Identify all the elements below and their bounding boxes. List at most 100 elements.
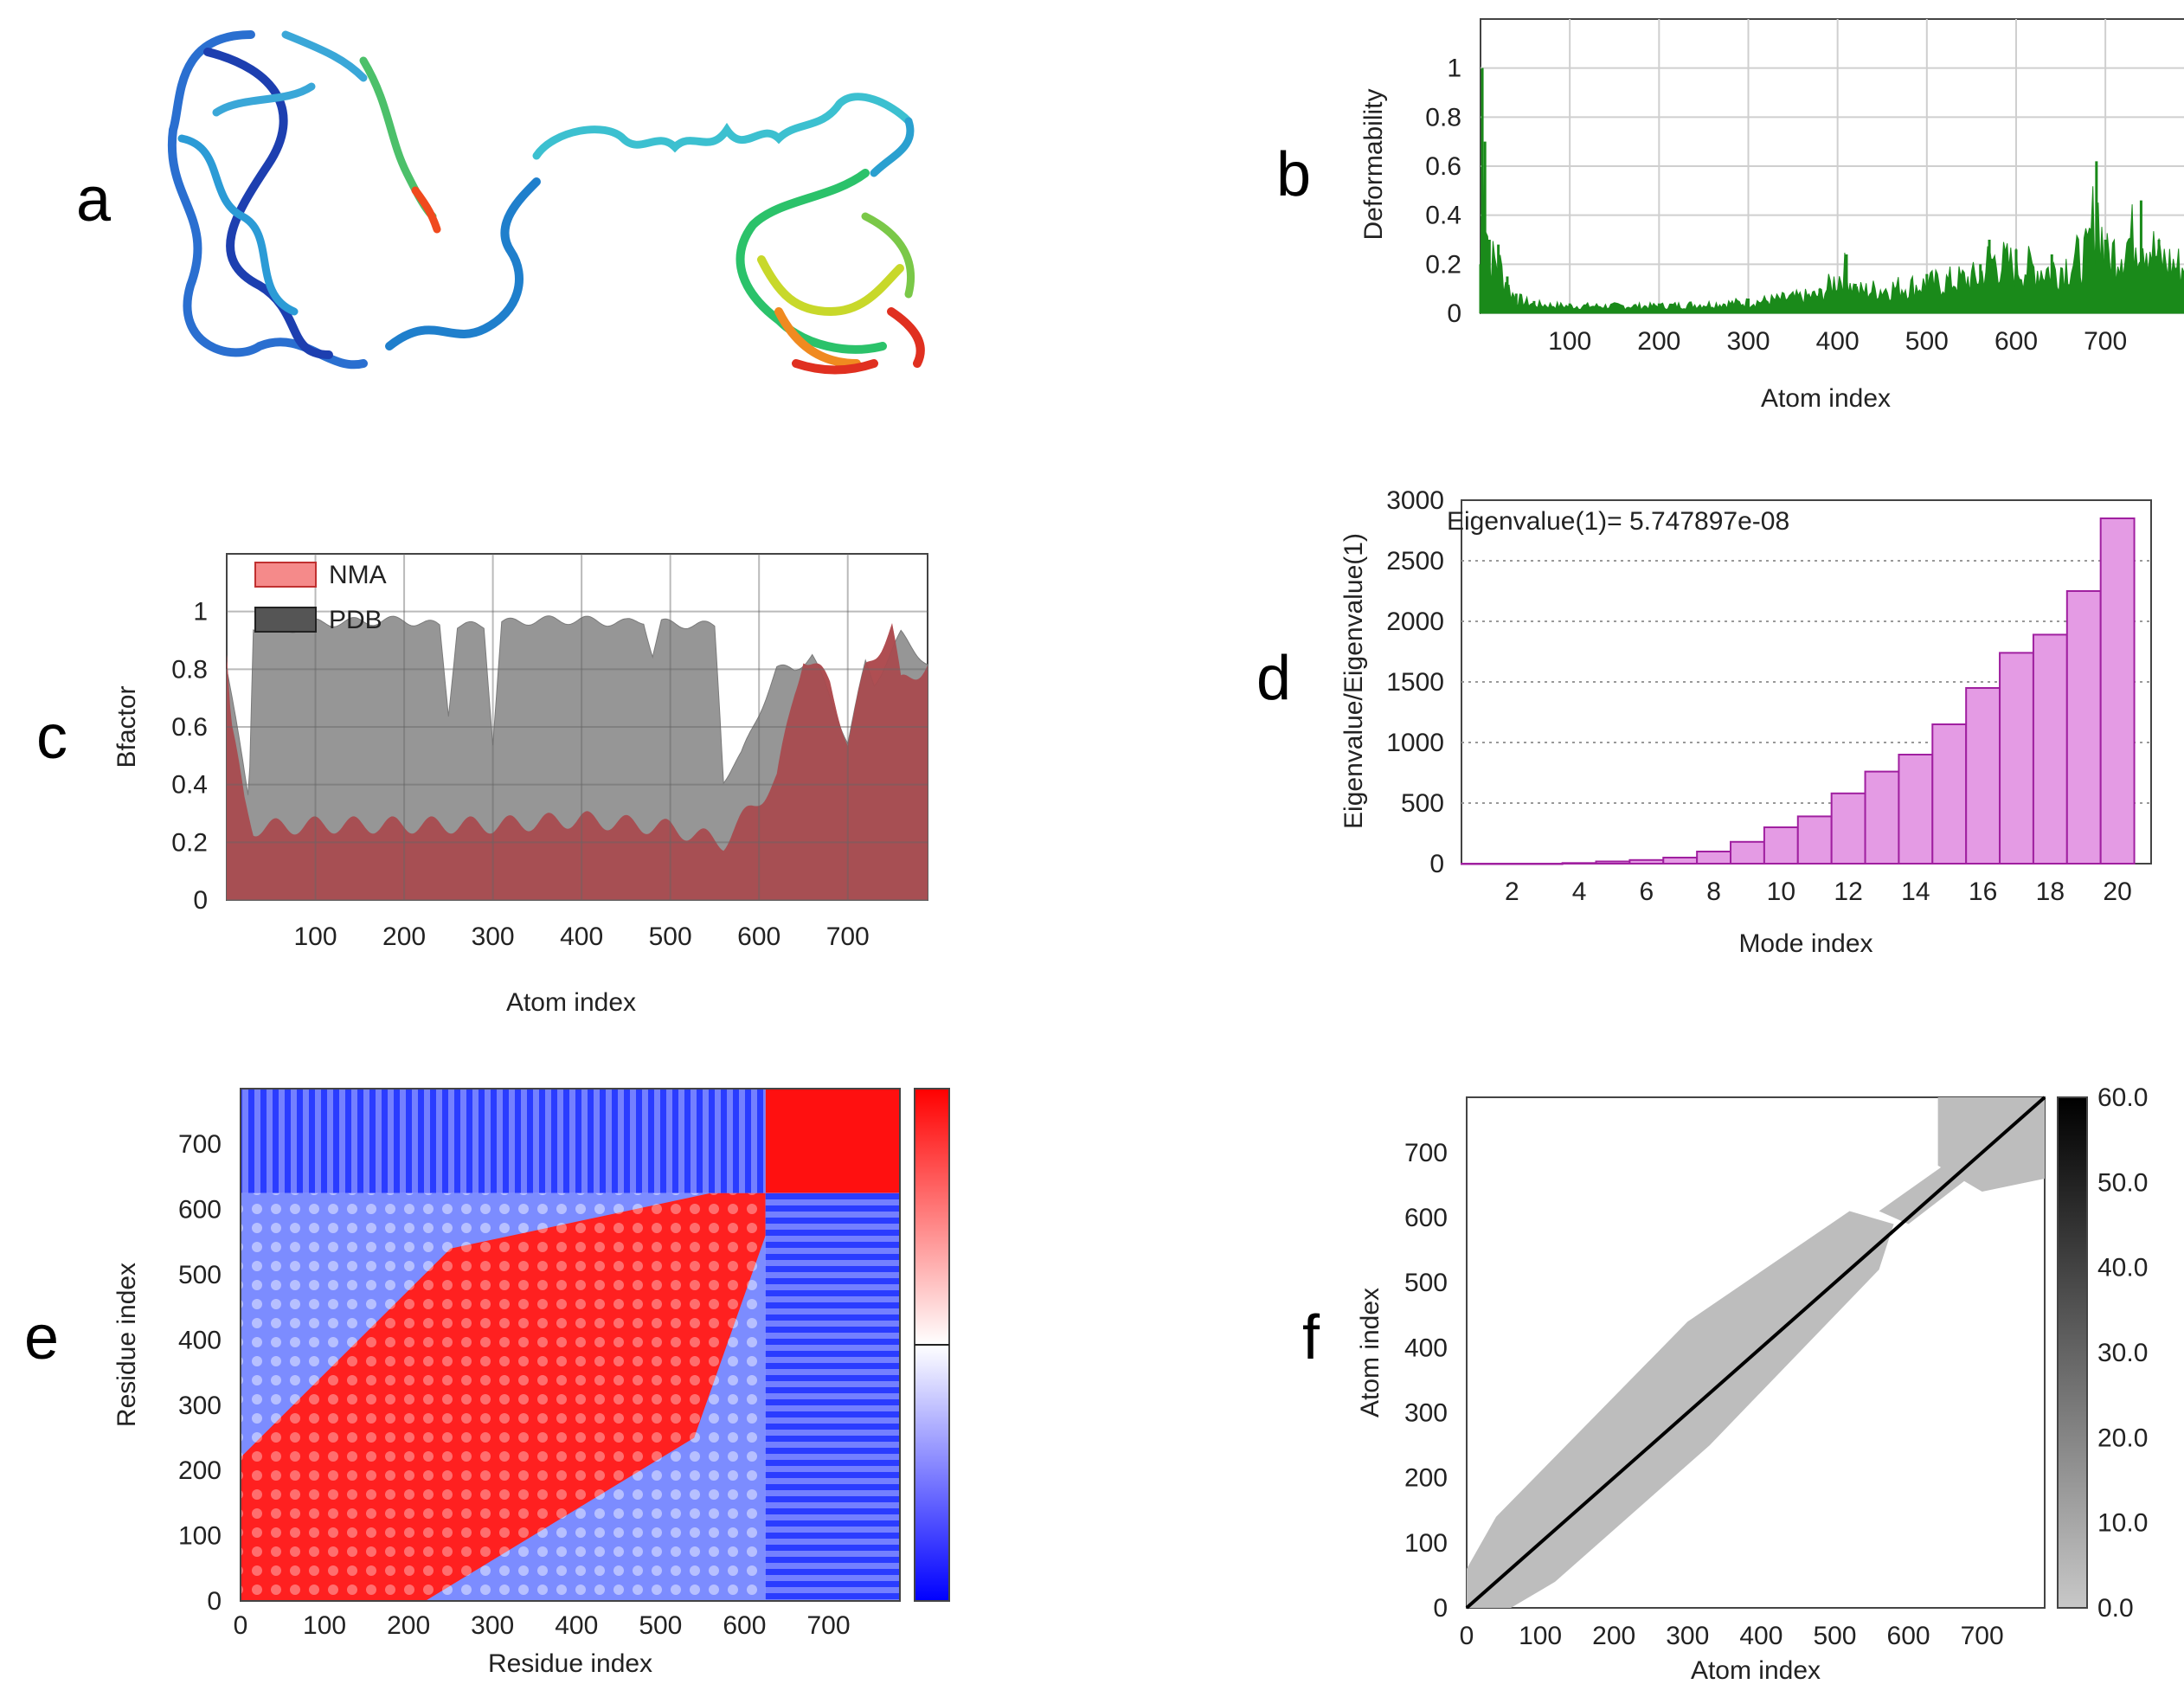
x-ticks-b: 100 200 300 400 500 600 700 bbox=[1548, 327, 2127, 356]
y-ticks-e: 0 100 200 300 400 500 600 700 bbox=[178, 1130, 222, 1616]
bar-mode-18 bbox=[2032, 633, 2068, 865]
x-tick-label-d: 16 bbox=[1969, 877, 1997, 906]
y-tick-label-c: 0.6 bbox=[171, 713, 208, 742]
bar-mode-15 bbox=[1931, 723, 1968, 865]
x-tick-label-e: 0 bbox=[234, 1611, 248, 1640]
y-tick-label-e: 300 bbox=[178, 1392, 222, 1420]
bar-mode-14 bbox=[1898, 754, 1934, 865]
x-ticks-c: 100 200 300 400 500 600 700 bbox=[294, 922, 870, 951]
bar-mode-11 bbox=[1796, 815, 1833, 865]
x-tick-label-e: 300 bbox=[471, 1611, 514, 1640]
x-tick-label-f: 300 bbox=[1666, 1622, 1709, 1650]
panel-label-e: e bbox=[24, 1303, 59, 1372]
block-domain1-band-texture bbox=[241, 1192, 766, 1601]
y-tick-label-d: 2000 bbox=[1386, 607, 1444, 636]
x-tick-label-d: 14 bbox=[1901, 877, 1930, 906]
x-tick-label-c: 200 bbox=[382, 922, 426, 951]
y-tick-label-b: 0.4 bbox=[1425, 202, 1461, 230]
colorbar-tick-label-f: 10.0 bbox=[2097, 1509, 2148, 1538]
colorbar-tick-label-f: 50.0 bbox=[2097, 1168, 2148, 1197]
y-tick-label-b: 0 bbox=[1447, 299, 1461, 328]
bar-mode-10 bbox=[1763, 826, 1799, 865]
y-tick-label-e: 500 bbox=[178, 1261, 222, 1289]
y-axis-label-b: Deformability bbox=[1359, 88, 1388, 240]
eigenvalue-annotation: Eigenvalue(1)= 5.747897e-08 bbox=[1447, 507, 1789, 536]
y-tick-label-d: 500 bbox=[1401, 789, 1444, 818]
y-tick-label-b: 0.2 bbox=[1425, 250, 1461, 279]
x-ticks-e: 0 100 200 300 400 500 600 700 bbox=[234, 1611, 851, 1640]
x-tick-label-e: 200 bbox=[387, 1611, 430, 1640]
bar-mode-1 bbox=[1461, 863, 1496, 865]
bar-mode-19 bbox=[2065, 590, 2102, 865]
x-tick-label-d: 18 bbox=[2036, 877, 2065, 906]
y-tick-label-f: 200 bbox=[1404, 1464, 1448, 1493]
x-tick-label-f: 0 bbox=[1460, 1622, 1474, 1650]
x-tick-label-e: 700 bbox=[806, 1611, 850, 1640]
x-tick-label-b: 300 bbox=[1726, 327, 1770, 356]
plot-area-e bbox=[240, 1088, 901, 1602]
panel-label-f: f bbox=[1302, 1303, 1320, 1372]
colorbar-tick-label-f: 20.0 bbox=[2097, 1424, 2148, 1452]
x-axis-label-f: Atom index bbox=[1691, 1656, 1821, 1685]
x-tick-label-b: 400 bbox=[1816, 327, 1860, 356]
series-area-nma bbox=[227, 623, 928, 900]
x-axis-label-d: Mode index bbox=[1738, 929, 1872, 958]
x-tick-label-c: 700 bbox=[826, 922, 870, 951]
x-tick-label-d: 12 bbox=[1834, 877, 1862, 906]
y-ticks-d: 0 500 1000 1500 2000 2500 3000 bbox=[1386, 486, 1444, 878]
x-tick-label-c: 600 bbox=[737, 922, 780, 951]
y-ticks-c: 0 0.2 0.4 0.6 0.8 1 bbox=[171, 598, 208, 915]
x-tick-label-c: 100 bbox=[294, 922, 337, 951]
y-tick-label-b: 0.8 bbox=[1425, 103, 1461, 132]
x-tick-label-d: 4 bbox=[1572, 877, 1587, 906]
x-tick-label-d: 20 bbox=[2103, 877, 2131, 906]
bar-mode-9 bbox=[1730, 840, 1765, 865]
chart-bfactor: 100 200 300 400 500 600 700 0 0.2 0.4 0.6 0.8 1 NMA… bbox=[112, 553, 928, 1017]
y-axis-label-e: Residue index bbox=[112, 1263, 141, 1427]
y-tick-label-e: 600 bbox=[178, 1196, 222, 1225]
series-deformability bbox=[1479, 67, 2184, 314]
y-tick-label-b: 0.6 bbox=[1425, 152, 1461, 181]
colorbar-tick-label-f: 60.0 bbox=[2097, 1083, 2148, 1112]
ribbon-domain-2d bbox=[792, 307, 925, 375]
y-tick-label-e: 700 bbox=[178, 1130, 222, 1159]
y-ticks-f: 0 100 200 300 400 500 600 700 bbox=[1404, 1139, 1448, 1623]
y-tick-label-f: 100 bbox=[1404, 1529, 1448, 1558]
bar-mode-6 bbox=[1628, 858, 1665, 865]
y-tick-label-e: 400 bbox=[178, 1326, 222, 1354]
x-tick-label-e: 500 bbox=[639, 1611, 682, 1640]
y-tick-label-f: 600 bbox=[1404, 1204, 1448, 1232]
y-tick-label-c: 0.8 bbox=[171, 655, 208, 684]
y-tick-label-d: 2500 bbox=[1386, 547, 1444, 575]
legend-swatch-pdb bbox=[254, 607, 317, 633]
x-tick-label-b: 200 bbox=[1637, 327, 1680, 356]
x-tick-label-b: 500 bbox=[1905, 327, 1949, 356]
panel-label-d: d bbox=[1256, 644, 1291, 713]
y-tick-label-d: 3000 bbox=[1386, 486, 1444, 515]
y-tick-label-b: 1 bbox=[1447, 55, 1461, 83]
y-axis-label-f: Atom index bbox=[1356, 1288, 1384, 1417]
x-ticks-d: 2 4 6 8 10 12 14 16 18 20 bbox=[1505, 877, 2132, 906]
ribbon-domain-1 bbox=[167, 30, 368, 370]
y-tick-label-f: 300 bbox=[1404, 1399, 1448, 1428]
bar-mode-3 bbox=[1527, 863, 1564, 865]
bar-mode-17 bbox=[1999, 652, 2034, 865]
x-tick-label-f: 100 bbox=[1519, 1622, 1562, 1650]
x-tick-label-d: 2 bbox=[1505, 877, 1519, 906]
chart-deformability: 100 200 300 400 500 600 700 0 0.2 0.4 0.6 0.8 1 Ato… bbox=[1359, 18, 2184, 413]
y-tick-label-f: 700 bbox=[1404, 1139, 1448, 1167]
x-ticks-f: 0 100 200 300 400 500 600 700 bbox=[1460, 1622, 2004, 1650]
panel-label-c: c bbox=[36, 703, 67, 772]
block-domain2-positive bbox=[765, 1089, 900, 1193]
bar-mode-20 bbox=[2099, 517, 2136, 865]
ribbon-linker-2 bbox=[870, 117, 915, 177]
diagonal-line bbox=[1465, 1096, 2046, 1610]
y-tick-label-e: 100 bbox=[178, 1522, 222, 1551]
block-offdiag-upper-texture bbox=[241, 1089, 766, 1193]
ribbon-domain-2 bbox=[735, 169, 887, 354]
y-tick-label-c: 0 bbox=[193, 886, 208, 915]
bar-mode-12 bbox=[1830, 792, 1866, 865]
x-tick-label-d: 6 bbox=[1639, 877, 1654, 906]
y-tick-label-c: 0.4 bbox=[171, 771, 208, 800]
y-tick-label-c: 0.2 bbox=[171, 828, 208, 857]
